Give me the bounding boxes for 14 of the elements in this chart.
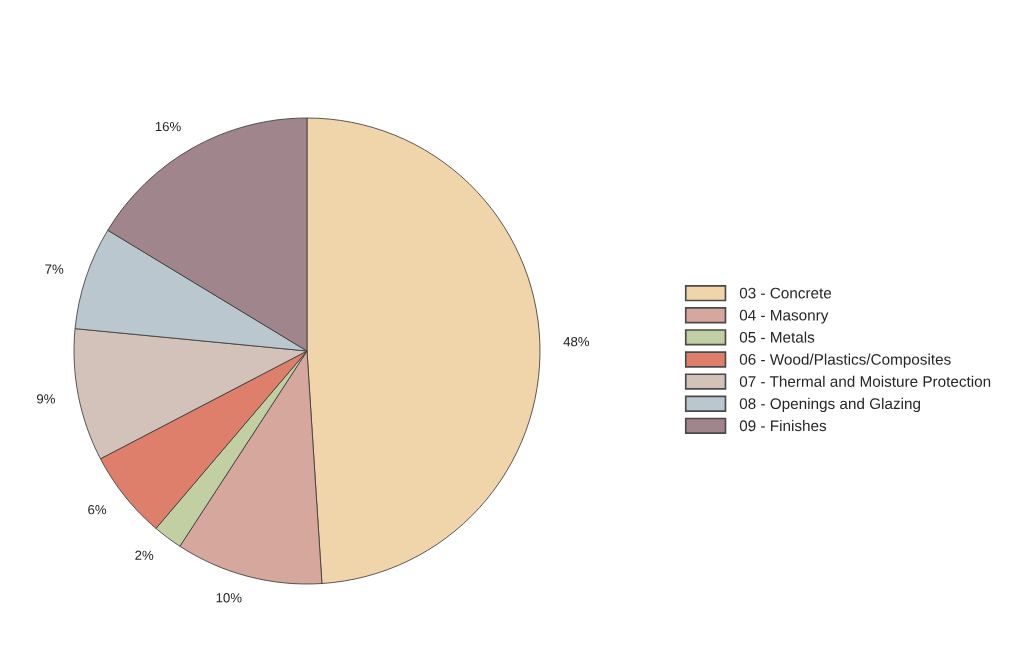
legend-label: 05 - Metals <box>739 331 815 343</box>
legend-label: 09 - Finishes <box>739 419 827 432</box>
data-label: 48% <box>563 336 590 347</box>
legend-label: 06 - Wood/Plastics/Composites <box>739 353 951 368</box>
legend-label: 07 - Thermal and Moisture Protection <box>739 375 991 387</box>
data-label: 10% <box>216 593 242 603</box>
data-label: 7% <box>45 264 64 274</box>
legend-label: 08 - Openings and Glazing <box>739 397 920 413</box>
legend-label: 03 - Concrete <box>739 287 832 299</box>
legend-label: 04 - Masonry <box>739 309 829 324</box>
data-label: 9% <box>36 394 55 404</box>
data-label: 6% <box>88 505 107 515</box>
data-label: 2% <box>135 550 154 560</box>
data-label: 16% <box>155 121 181 132</box>
